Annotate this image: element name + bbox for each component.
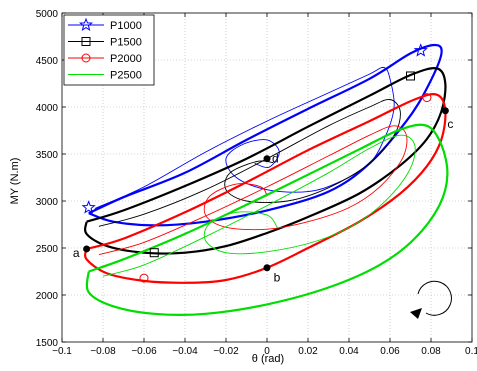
series-p2000-thin-curve: [98, 125, 408, 256]
axes: −0.1 −0.08 −0.06 −0.04 −0.02 0 0.02 0.04 0.06 0.0…: [36, 9, 477, 357]
x-tick-label: −0.02: [213, 346, 239, 357]
y-tick-label: 1500: [36, 338, 59, 349]
x-tick-label: −0.1: [52, 346, 72, 357]
y-tick-label: 5000: [36, 9, 59, 20]
series-p2000-marker: [139, 273, 149, 283]
legend-p2000-marker: [81, 53, 91, 63]
legend-p1000-label: P1000: [110, 20, 142, 32]
rotation-direction-icon: [410, 280, 452, 319]
point-d-label: d: [272, 152, 279, 166]
x-tick-label: 0.02: [298, 346, 318, 357]
legend-p1000-marker: [79, 17, 93, 32]
x-tick-label: 0.08: [421, 346, 441, 357]
x-tick-label: −0.04: [172, 346, 198, 357]
series-p2000-marker: [422, 93, 432, 103]
legend-box: [63, 14, 155, 86]
x-tick-label: −0.06: [131, 346, 157, 357]
series-p1500-thick-curve: [84, 67, 447, 255]
series-p2500-thick-curve: [85, 123, 449, 316]
series-p1000-marker: [413, 43, 428, 57]
point-b-dot: [263, 264, 271, 272]
curves: [84, 43, 449, 316]
legend-p1500-label: P1500: [110, 37, 142, 49]
y-tick-label: 2000: [36, 291, 59, 302]
x-tick-label: −0.08: [90, 346, 116, 357]
legend-p2000-label: P2000: [110, 53, 142, 65]
series-p1000-thick-curve: [88, 43, 443, 227]
point-b-label: b: [274, 271, 281, 285]
series-p1500-marker: [149, 248, 159, 258]
y-tick-label: 4500: [36, 56, 59, 67]
y-tick-label: 2500: [36, 244, 59, 255]
legend-p1500-marker: [81, 37, 91, 46]
series-p1500-thin-curve: [98, 98, 401, 227]
y-tick-label: 4000: [36, 103, 59, 114]
x-axis-label: θ (rad): [252, 353, 284, 365]
legend: P1000 P1500 P2000 P2500: [63, 14, 155, 86]
y-tick-label: 3000: [36, 197, 59, 208]
series-markers: [81, 43, 432, 283]
x-tick-label: 0.06: [380, 346, 400, 357]
legend-p2500-label: P2500: [110, 70, 142, 82]
series-p1500-marker: [406, 71, 415, 81]
y-axis-label: MY (N.m): [9, 158, 21, 205]
point-c-dot: [441, 107, 449, 115]
x-tick-label: 0: [264, 346, 270, 357]
x-tick-label: 0.1: [465, 346, 477, 357]
point-a-dot: [83, 245, 91, 253]
point-a-label: a: [73, 246, 80, 260]
point-c-label: c: [447, 117, 453, 131]
point-d-dot: [263, 155, 271, 163]
y-tick-label: 3500: [36, 150, 59, 161]
series-p1000-marker: [81, 200, 96, 214]
annotations: a b c d: [73, 107, 453, 285]
series-p2000-thick-curve: [84, 93, 447, 284]
x-tick-label: 0.04: [339, 346, 359, 357]
